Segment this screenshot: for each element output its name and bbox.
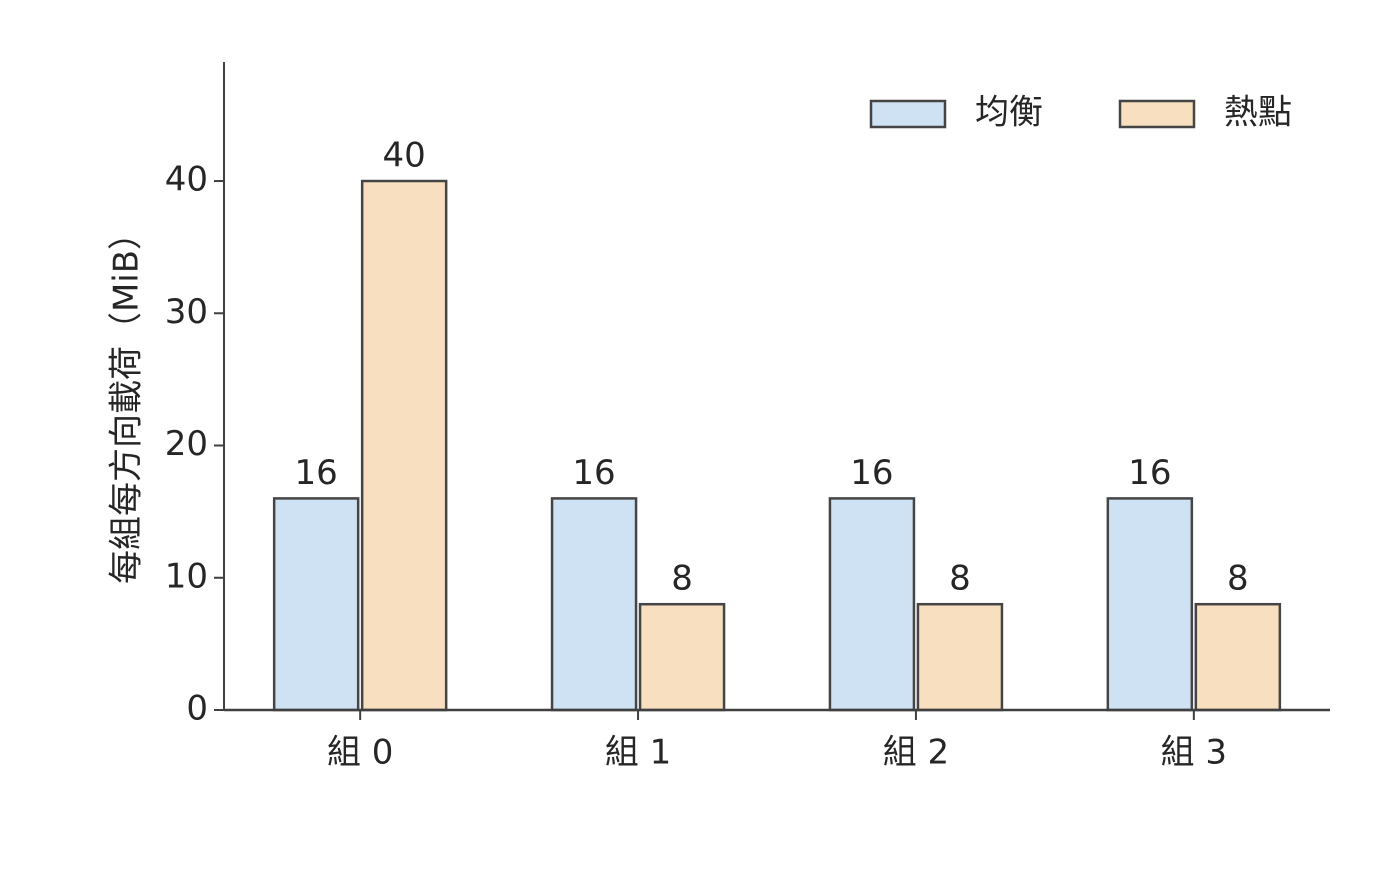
x-tick-label: 組 2 <box>883 733 949 773</box>
value-label: 8 <box>949 559 971 599</box>
bar <box>272 497 360 712</box>
y-tick-label: 40 <box>165 160 208 200</box>
value-label: 16 <box>850 453 893 493</box>
legend-swatch <box>1118 99 1196 129</box>
x-tick-label: 組 1 <box>605 733 671 773</box>
bar <box>1194 602 1282 712</box>
legend-label: 熱點 <box>1224 93 1292 133</box>
y-tick-label: 10 <box>165 556 208 596</box>
value-label: 16 <box>295 453 338 493</box>
x-tick-label: 組 0 <box>327 733 393 773</box>
value-label: 40 <box>383 136 426 176</box>
y-tick-label: 0 <box>186 689 208 729</box>
y-tick-label: 30 <box>165 292 208 332</box>
x-tick-label: 組 3 <box>1161 733 1227 773</box>
bar <box>1106 497 1194 712</box>
bar <box>360 179 448 712</box>
bar <box>550 497 638 712</box>
y-tick-label: 20 <box>165 424 208 464</box>
value-label: 16 <box>1128 453 1171 493</box>
legend-swatch <box>869 99 947 129</box>
value-label: 16 <box>572 453 615 493</box>
y-axis-label: 每組每方向載荷（MiB） <box>107 216 147 584</box>
bar <box>916 602 1004 712</box>
legend-label: 均衡 <box>975 93 1043 133</box>
bar <box>638 602 726 712</box>
bar <box>828 497 916 712</box>
value-label: 8 <box>1227 559 1249 599</box>
value-label: 8 <box>671 559 693 599</box>
